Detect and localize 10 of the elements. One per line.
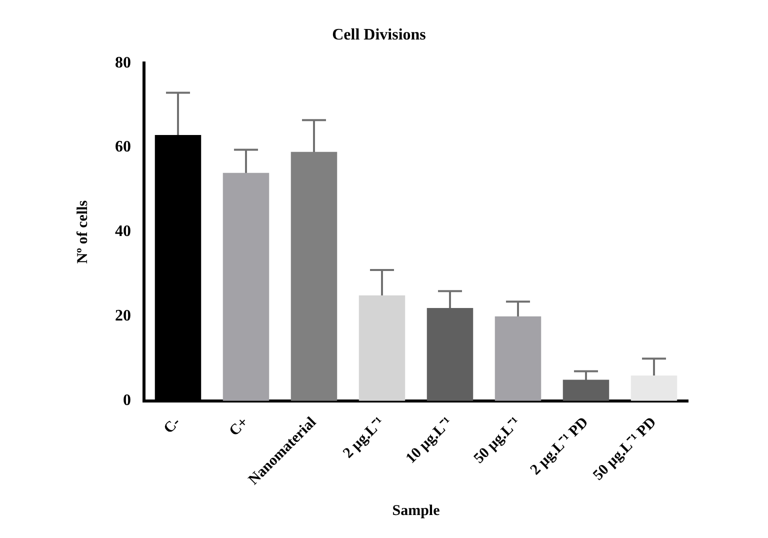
y-tick-label: 20 bbox=[115, 308, 131, 325]
x-tick-label: C- bbox=[161, 414, 184, 437]
y-axis-title: Nº of cells bbox=[74, 200, 91, 264]
y-tick-label: 60 bbox=[115, 138, 131, 156]
y-tick-label: 80 bbox=[115, 54, 131, 72]
x-tick-label: C+ bbox=[226, 414, 252, 440]
y-tick-label: 0 bbox=[123, 392, 131, 409]
chart-title: Cell Divisions bbox=[332, 26, 426, 44]
y-tick-label: 40 bbox=[115, 223, 131, 240]
x-axis-title: Sample bbox=[392, 502, 440, 519]
